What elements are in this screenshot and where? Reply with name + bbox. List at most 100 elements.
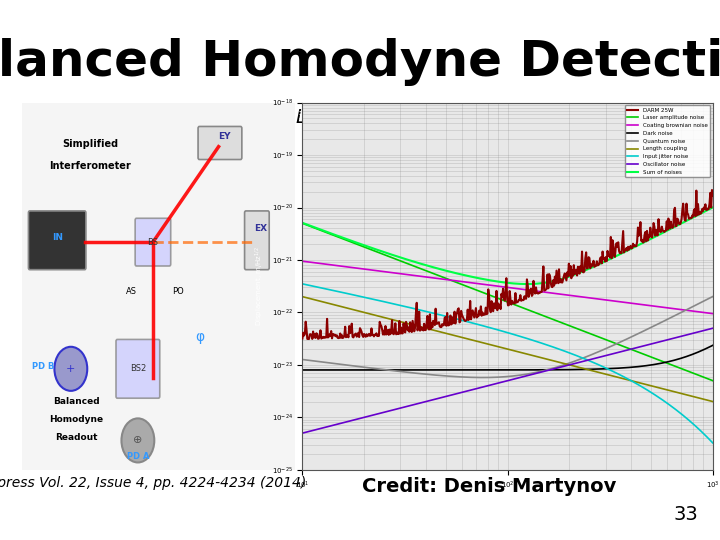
- Oscillator noise: [542, 367, 551, 374]
- Dark noise: [542, 367, 551, 373]
- Dark noise: [493, 367, 502, 373]
- Line: Laser amplitude noise: Laser amplitude noise: [302, 224, 713, 381]
- Text: PO: PO: [172, 287, 184, 295]
- Text: Interferometer: Interferometer: [49, 161, 131, 171]
- DARM 25W: [635, 230, 644, 237]
- Text: Readout: Readout: [55, 434, 98, 442]
- Quantum noise: [708, 293, 717, 300]
- DARM 25W: [708, 187, 716, 193]
- Coating brownian noise: [495, 283, 504, 289]
- Sum of noises: [523, 281, 531, 287]
- Length coupling: [495, 344, 504, 350]
- Quantum noise: [494, 374, 503, 380]
- Legend: DARM 25W, Laser amplitude noise, Coating brownian noise, Dark noise, Quantum noi: DARM 25W, Laser amplitude noise, Coating…: [625, 105, 710, 177]
- Text: BS: BS: [148, 238, 158, 247]
- Text: AS: AS: [125, 287, 137, 295]
- Text: +: +: [66, 364, 76, 374]
- Dark noise: [708, 342, 717, 348]
- Oscillator noise: [708, 325, 717, 332]
- Dark noise: [298, 367, 307, 373]
- Oscillator noise: [634, 344, 643, 350]
- DARM 25W: [543, 271, 552, 278]
- Text: Simplified: Simplified: [62, 139, 118, 148]
- Coating brownian noise: [698, 309, 707, 315]
- Quantum noise: [635, 330, 644, 336]
- FancyBboxPatch shape: [135, 218, 171, 266]
- Sum of noises: [298, 220, 307, 226]
- FancyBboxPatch shape: [245, 211, 269, 269]
- Laser amplitude noise: [298, 220, 307, 227]
- Input jitter noise: [542, 342, 551, 348]
- DARM 25W: [708, 193, 717, 199]
- Input jitter noise: [493, 327, 502, 333]
- Oscillator noise: [698, 327, 707, 334]
- Text: Credit: Denis Martynov: Credit: Denis Martynov: [362, 476, 617, 496]
- Quantum noise: [521, 371, 530, 377]
- Text: EY: EY: [219, 132, 231, 141]
- Laser amplitude noise: [708, 377, 717, 384]
- DARM 25W: [699, 204, 708, 211]
- Text: PD A: PD A: [127, 452, 149, 461]
- Text: PD B: PD B: [32, 362, 55, 371]
- DARM 25W: [494, 300, 503, 307]
- DARM 25W: [305, 336, 313, 342]
- FancyBboxPatch shape: [19, 99, 298, 474]
- Laser amplitude noise: [634, 349, 643, 355]
- Input jitter noise: [298, 281, 307, 287]
- Text: Balanced: Balanced: [53, 397, 99, 406]
- Coating brownian noise: [542, 289, 551, 295]
- Input jitter noise: [634, 382, 643, 388]
- Oscillator noise: [493, 380, 502, 387]
- Input jitter noise: [520, 334, 528, 341]
- Text: L1 current high frequency noise budget: L1 current high frequency noise budget: [296, 108, 683, 127]
- Quantum noise: [496, 374, 505, 380]
- Line: Sum of noises: Sum of noises: [302, 207, 713, 284]
- Line: Length coupling: Length coupling: [302, 296, 713, 402]
- Text: BS2: BS2: [130, 364, 146, 373]
- Sum of noises: [635, 241, 644, 248]
- Coating brownian noise: [298, 258, 307, 265]
- Length coupling: [634, 380, 643, 386]
- Quantum noise: [543, 367, 552, 373]
- Text: IN: IN: [52, 233, 63, 242]
- Line: Input jitter noise: Input jitter noise: [302, 284, 713, 443]
- DARM 25W: [298, 335, 307, 342]
- Quantum noise: [478, 374, 487, 381]
- X-axis label: Frequency, Hz: Frequency, Hz: [483, 496, 532, 502]
- Length coupling: [698, 396, 707, 402]
- Line: DARM 25W: DARM 25W: [302, 190, 713, 339]
- Input jitter noise: [698, 430, 707, 436]
- Line: Oscillator noise: Oscillator noise: [302, 328, 713, 433]
- Sum of noises: [543, 279, 552, 286]
- Quantum noise: [298, 356, 307, 363]
- Length coupling: [708, 399, 717, 405]
- Oscillator noise: [495, 380, 504, 386]
- Coating brownian noise: [634, 301, 643, 307]
- Text: φ: φ: [195, 330, 204, 345]
- Length coupling: [542, 356, 551, 362]
- DARM 25W: [521, 295, 530, 302]
- DARM 25W: [496, 306, 505, 312]
- Laser amplitude noise: [495, 296, 504, 302]
- Sum of noises: [495, 279, 504, 285]
- Sum of noises: [699, 209, 708, 215]
- Coating brownian noise: [708, 310, 717, 317]
- Sum of noises: [708, 204, 717, 211]
- Dark noise: [495, 367, 504, 373]
- Length coupling: [493, 343, 502, 350]
- Laser amplitude noise: [542, 314, 551, 320]
- Dark noise: [520, 367, 528, 373]
- Text: Balanced Homodyne Detection: Balanced Homodyne Detection: [0, 38, 720, 86]
- Input jitter noise: [708, 440, 717, 446]
- Quantum noise: [699, 298, 708, 305]
- Laser amplitude noise: [698, 374, 707, 380]
- Text: Optics Express Vol. 22, Issue 4, pp. 4224-4234 (2014): Optics Express Vol. 22, Issue 4, pp. 422…: [0, 476, 306, 490]
- Text: EX: EX: [254, 224, 267, 233]
- Dark noise: [634, 363, 643, 370]
- Circle shape: [55, 347, 87, 391]
- Length coupling: [520, 350, 528, 356]
- Line: Quantum noise: Quantum noise: [302, 296, 713, 377]
- Laser amplitude noise: [493, 295, 502, 301]
- Text: Homodyne: Homodyne: [49, 415, 104, 424]
- Length coupling: [298, 293, 307, 300]
